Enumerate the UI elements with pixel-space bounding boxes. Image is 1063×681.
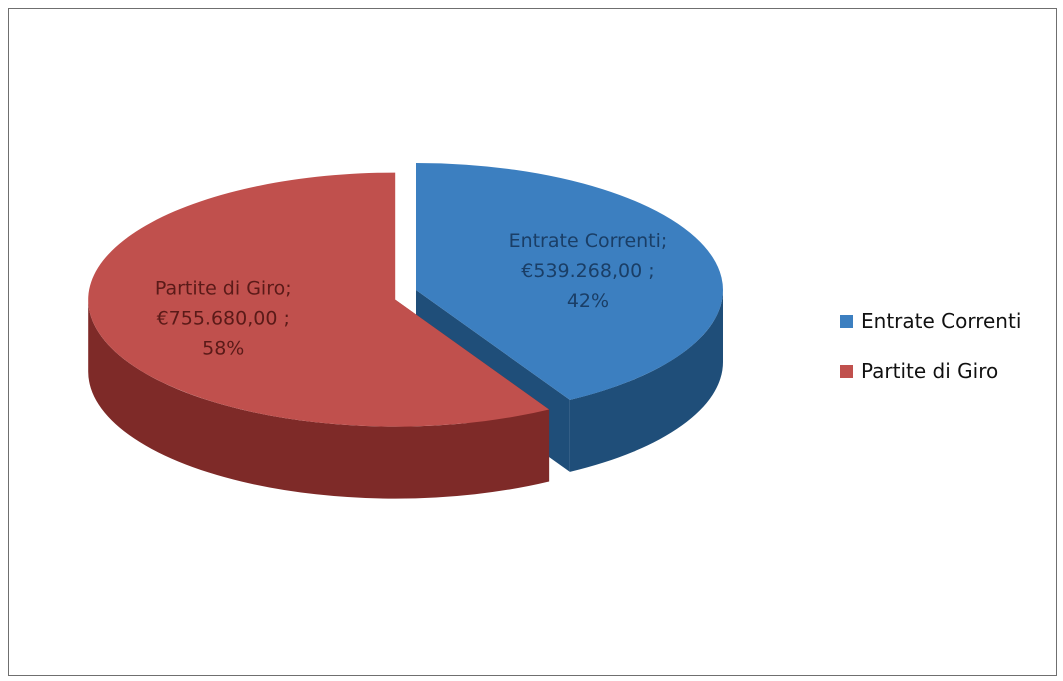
- data-label-entrate-correnti-name-line: Entrate Correnti;: [509, 230, 668, 252]
- slice-partite-di-giro: [88, 172, 550, 427]
- slice-entrate-correnti: [416, 163, 723, 400]
- legend-item-entrate-correnti: Entrate Correnti: [840, 308, 1021, 334]
- legend-label: Partite di Giro: [861, 359, 999, 383]
- slice-side-entrate-correnti: [569, 290, 723, 472]
- data-label-entrate-correnti-value-line: €539.268,00 ;: [521, 260, 654, 282]
- data-label-partite-di-giro-percent-line: 58%: [202, 338, 244, 360]
- legend-swatch-entrate-correnti: [840, 314, 853, 328]
- legend: Entrate Correnti Partite di Giro: [840, 308, 1021, 408]
- legend-item-partite-di-giro: Partite di Giro: [840, 358, 1021, 384]
- legend-swatch-partite-di-giro: [840, 364, 853, 378]
- legend-label: Entrate Correnti: [861, 309, 1022, 333]
- data-label-partite-di-giro-value-line: €755.680,00 ;: [157, 308, 290, 330]
- slice-side-partite-di-giro: [88, 299, 550, 499]
- data-label-partite-di-giro-name-line: Partite di Giro;: [155, 278, 292, 300]
- data-label-entrate-correnti-percent-line: 42%: [567, 290, 609, 312]
